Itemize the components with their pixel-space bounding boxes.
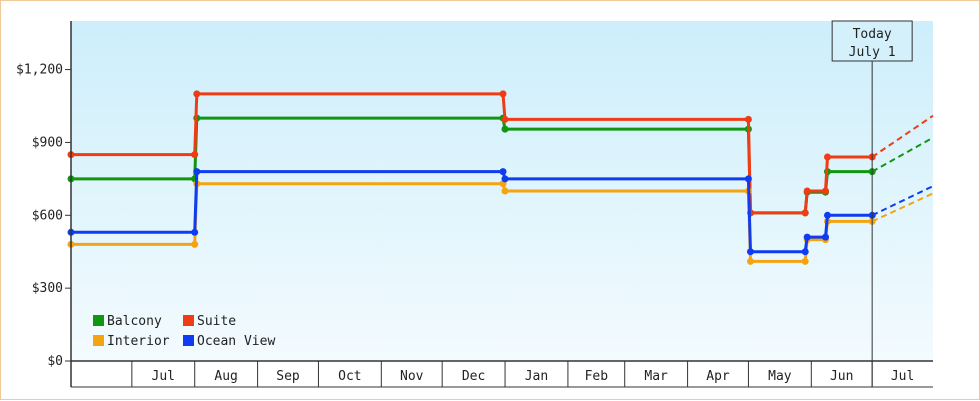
data-point-ocean-view-10 [824, 211, 831, 219]
data-point-suite-10 [824, 153, 831, 161]
legend-swatch-interior [93, 335, 104, 346]
data-point-ocean-view-6 [747, 248, 754, 256]
x-tick-label-5: Dec [462, 369, 485, 384]
legend-label-interior: Interior [107, 334, 170, 349]
data-point-ocean-view-7 [801, 248, 809, 256]
data-point-suite-4 [501, 115, 509, 123]
data-point-suite-9 [822, 187, 829, 195]
data-point-suite-7 [801, 209, 809, 217]
legend-label-ocean-view: Ocean View [197, 334, 275, 349]
data-point-suite-2 [193, 90, 201, 98]
x-tick-label-1: Aug [214, 369, 237, 384]
y-tick-label-2: $600 [32, 208, 63, 223]
x-tick-label-7: Feb [585, 369, 609, 384]
x-tick-label-4: Nov [400, 369, 424, 384]
x-tick-label-10: May [768, 369, 792, 384]
series-lines [67, 90, 934, 265]
data-point-interior-6 [747, 257, 754, 265]
data-point-ocean-view-1 [191, 228, 199, 236]
y-tick-label-4: $1,200 [16, 63, 63, 78]
legend-swatch-suite [183, 315, 194, 326]
y-tick-label-1: $300 [32, 281, 63, 296]
series-line-ocean-view [71, 170, 873, 254]
x-tick-label-6: Jan [525, 369, 548, 384]
data-point-ocean-view-8 [803, 233, 811, 241]
axes: $0 $300 $600 $900 $1,200 Jul Aug Sep Oct Nov Dec Ja… [16, 21, 933, 388]
data-point-balcony-4 [501, 125, 509, 133]
x-tick-label-3: Oct [338, 369, 361, 384]
data-point-interior-7 [801, 257, 809, 265]
x-tick-label-9: Apr [706, 369, 730, 384]
legend-label-balcony: Balcony [107, 314, 162, 329]
forecast-line-interior [871, 192, 934, 223]
x-tick-label-11: Jun [830, 369, 853, 384]
data-point-ocean-view-5 [744, 175, 752, 183]
legend-label-suite: Suite [197, 314, 236, 329]
today-label-line2: July 1 [849, 45, 896, 60]
series-line-suite [71, 92, 873, 215]
data-point-ocean-view-2 [193, 168, 201, 176]
legend-swatch-ocean-view [183, 335, 194, 346]
x-tick-label-8: Mar [644, 369, 668, 384]
data-point-suite-8 [803, 187, 811, 195]
data-point-suite-3 [499, 90, 507, 98]
forecast-line-suite [871, 114, 934, 158]
forecast-line-balcony [871, 136, 934, 173]
data-point-ocean-view-4 [501, 175, 509, 183]
forecast-line-ocean-view [871, 185, 934, 217]
data-point-ocean-view-3 [499, 168, 507, 176]
legend: Balcony Suite Interior Ocean View [93, 314, 275, 349]
y-tick-label-0: $0 [47, 354, 63, 369]
x-tick-label-12: Jul [891, 369, 914, 384]
x-tick-label-2: Sep [276, 369, 300, 384]
data-point-interior-1 [191, 240, 199, 248]
data-point-ocean-view-9 [822, 233, 829, 241]
data-point-suite-1 [191, 151, 199, 159]
y-tick-label-3: $900 [32, 135, 63, 150]
x-tick-label-0: Jul [152, 369, 175, 384]
legend-swatch-balcony [93, 315, 104, 326]
today-marker: Today July 1 [831, 20, 913, 387]
data-point-suite-5 [744, 115, 752, 123]
data-point-interior-4 [501, 187, 509, 195]
today-label-line1: Today [853, 27, 892, 42]
today-label-box [831, 20, 913, 62]
